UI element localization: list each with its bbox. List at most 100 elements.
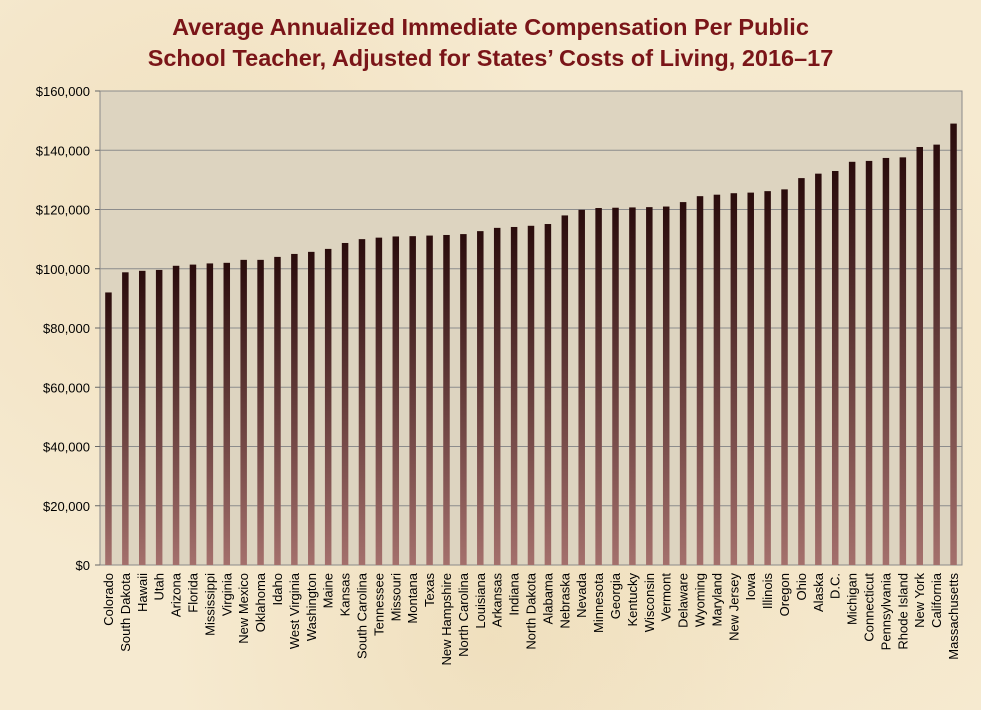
x-tick-label: New York (912, 573, 927, 628)
bar (747, 192, 754, 565)
bar (291, 253, 298, 565)
x-tick-label: Missouri (388, 573, 403, 622)
bar (544, 224, 552, 566)
x-tick-label: Arizona (169, 572, 184, 617)
y-tick-label: $160,000 (36, 84, 90, 99)
bar (409, 236, 416, 565)
bar (341, 242, 349, 565)
bar (848, 161, 856, 565)
bar (257, 259, 264, 565)
x-tick-label: Mississippi (202, 573, 217, 636)
x-tick-label: Idaho (270, 573, 285, 606)
x-tick-label: Maryland (709, 573, 724, 626)
bar (139, 270, 146, 565)
bar (561, 215, 569, 566)
x-tick-label: Massachusetts (946, 573, 961, 660)
bar (865, 160, 873, 566)
x-tick-label: Tennessee (371, 573, 386, 636)
bar (527, 225, 535, 565)
bar (798, 178, 805, 565)
x-tick-label: Virginia (219, 572, 234, 616)
bar (713, 194, 721, 565)
y-tick-label: $40,000 (43, 440, 90, 455)
bar (172, 265, 180, 565)
x-tick-label: California (929, 572, 944, 628)
x-tick-label: Vermont (659, 573, 674, 622)
x-tick-label: Alaska (811, 572, 826, 612)
chart-title: Average Annualized Immediate Compensatio… (0, 12, 981, 74)
bar (426, 235, 433, 565)
x-tick-label: Arkansas (490, 573, 505, 628)
bar (595, 208, 602, 566)
x-tick-label: New Mexico (236, 573, 251, 644)
bar (155, 269, 163, 565)
y-tick-label: $20,000 (43, 499, 90, 514)
bar (696, 196, 704, 565)
x-tick-label: South Carolina (354, 572, 369, 659)
bar (308, 251, 315, 565)
x-tick-label: North Dakota (524, 572, 539, 649)
x-tick-label: Rhode Island (895, 573, 910, 650)
bar (240, 259, 247, 565)
bar (460, 234, 467, 565)
x-tick-label: Delaware (676, 573, 691, 628)
bar (933, 144, 940, 565)
x-tick-label: Colorado (101, 573, 116, 626)
bar (730, 193, 738, 566)
x-tick-label: Oklahoma (253, 572, 268, 632)
bar (206, 263, 214, 565)
x-tick-label: North Carolina (456, 572, 471, 657)
x-axis: Colorado South Dakota Hawaii Utah Arizona Flo… (101, 572, 961, 665)
y-tick-label: $0 (76, 558, 90, 573)
x-tick-label: Alabama (540, 572, 555, 624)
bar (189, 264, 197, 565)
bar (899, 157, 907, 566)
bar (764, 191, 771, 565)
bar (493, 227, 501, 565)
bar (358, 239, 366, 565)
y-tick-label: $60,000 (43, 380, 90, 395)
bar (916, 146, 923, 565)
x-tick-label: Wisconsin (642, 573, 657, 632)
x-tick-label: Utah (152, 573, 167, 600)
x-tick-label: Washington (304, 573, 319, 641)
x-tick-label: D.C. (828, 573, 843, 599)
x-tick-label: Hawaii (135, 573, 150, 612)
x-tick-label: Texas (422, 573, 437, 607)
bars (105, 123, 957, 566)
y-tick-label: $80,000 (43, 321, 90, 336)
x-tick-label: Kansas (338, 573, 353, 617)
bar (122, 272, 129, 565)
x-tick-label: Louisiana (473, 572, 488, 628)
x-tick-label: Minnesota (591, 572, 606, 633)
bar (629, 207, 636, 565)
x-tick-label: New Jersey (726, 573, 741, 641)
bar (831, 170, 839, 566)
bar (679, 202, 687, 565)
bar (324, 248, 332, 565)
bar (578, 209, 585, 565)
bar (510, 226, 518, 565)
bar (392, 236, 400, 566)
x-tick-label: Indiana (507, 572, 522, 615)
x-tick-label: Illinois (760, 573, 775, 610)
x-tick-label: Wyoming (693, 573, 708, 627)
bar (815, 173, 822, 565)
x-tick-label: Florida (185, 572, 200, 613)
bar (950, 123, 957, 566)
x-tick-label: Kentucky (625, 573, 640, 627)
bar (443, 234, 450, 566)
y-tick-label: $140,000 (36, 143, 90, 158)
bar (105, 292, 112, 565)
bar (662, 206, 670, 565)
x-tick-label: Montana (405, 572, 420, 623)
x-tick-label: Ohio (794, 573, 809, 600)
x-tick-label: Iowa (743, 572, 758, 600)
bar (882, 157, 890, 565)
x-tick-label: Oregon (777, 573, 792, 616)
x-tick-label: South Dakota (118, 572, 133, 652)
chart-title-line-1: Average Annualized Immediate Compensatio… (172, 14, 809, 40)
x-tick-label: Pennsylvania (878, 572, 893, 650)
x-tick-label: New Hampshire (439, 573, 454, 665)
x-tick-label: Michigan (845, 573, 860, 625)
